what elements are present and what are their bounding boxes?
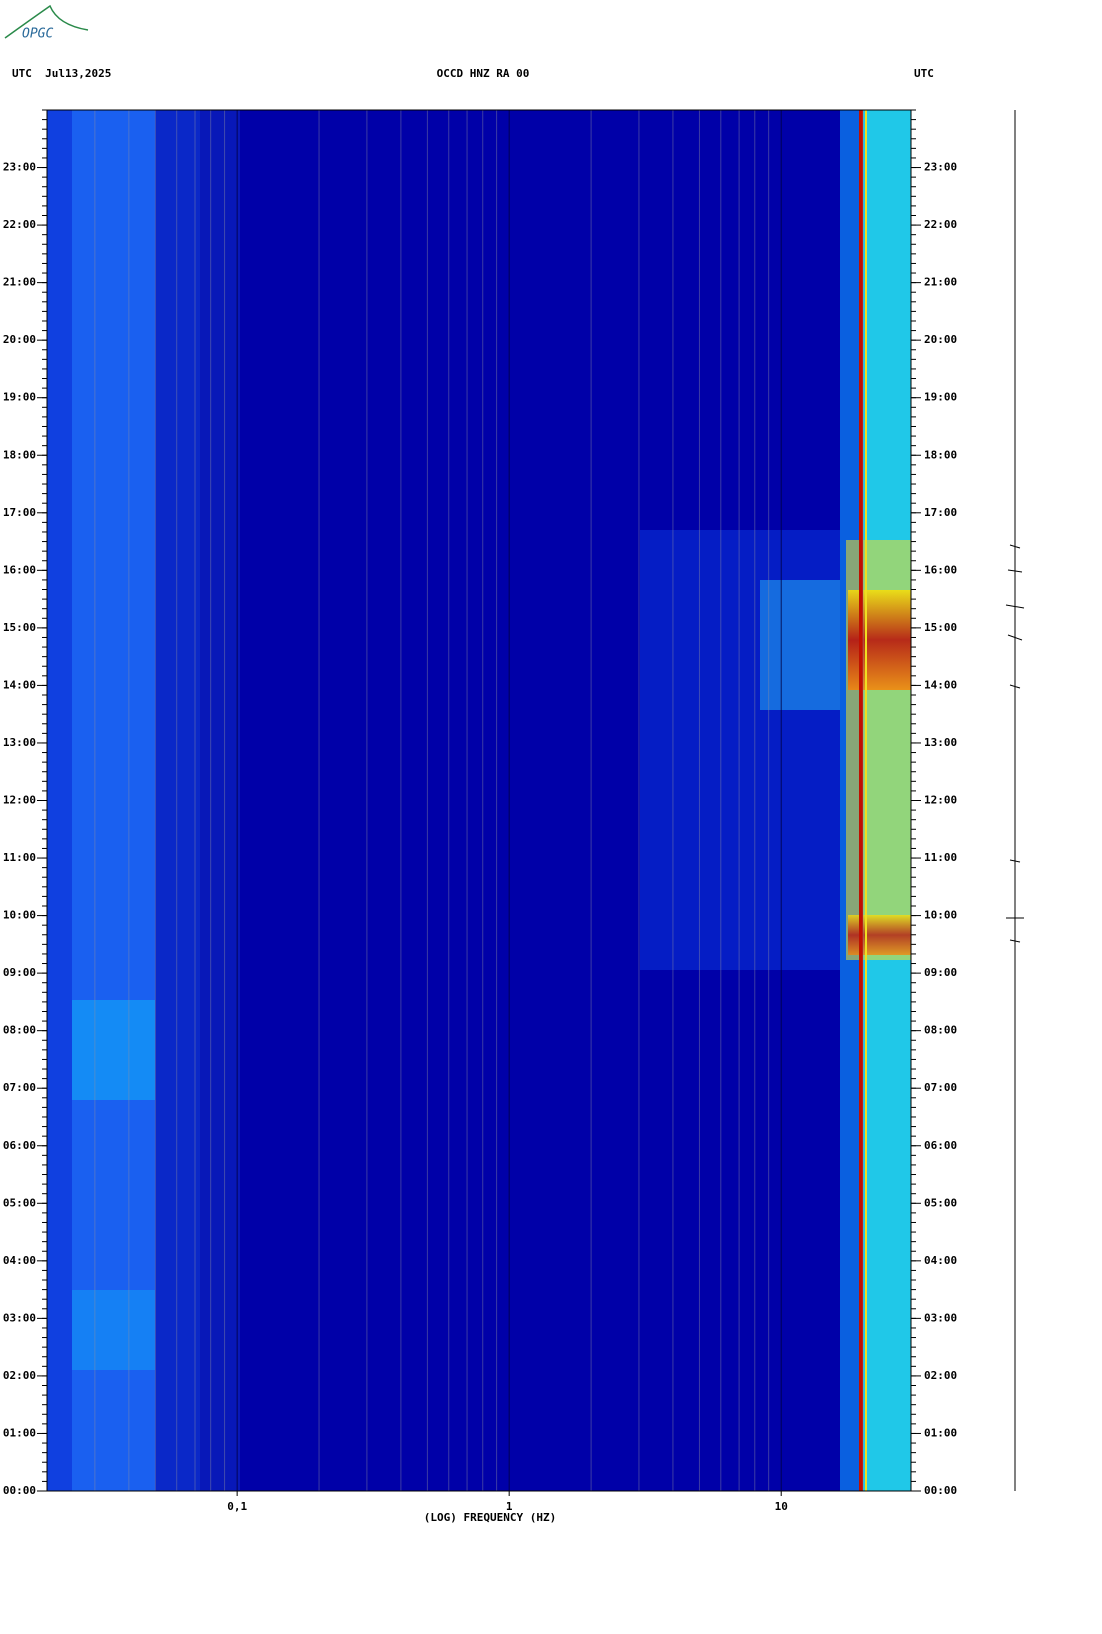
y-tick-label: 13:00 [924,736,957,749]
x-tick-label: 10 [775,1500,788,1513]
y-tick-label: 17:00 [3,506,36,519]
y-tick-label: 00:00 [3,1484,36,1497]
y-tick-label: 07:00 [3,1081,36,1094]
y-tick-label: 09:00 [3,966,36,979]
header-right: UTC [914,67,934,80]
y-tick-label: 08:00 [3,1024,36,1037]
y-tick-label: 05:00 [3,1196,36,1209]
trace [1005,110,1025,1491]
y-tick-label: 07:00 [924,1081,957,1094]
y-tick-label: 14:00 [3,678,36,691]
y-tick-label: 03:00 [924,1311,957,1324]
y-tick-label: 21:00 [924,276,957,289]
x-axis-label: (LOG) FREQUENCY (HZ) [424,1511,556,1524]
spectrogram-image [47,110,911,1491]
y-tick-label: 04:00 [924,1254,957,1267]
y-tick-label: 03:00 [3,1311,36,1324]
y-tick-label: 19:00 [924,391,957,404]
y-tick-label: 19:00 [3,391,36,404]
y-tick-label: 10:00 [924,909,957,922]
y-tick-label: 00:00 [924,1484,957,1497]
y-tick-label: 16:00 [924,563,957,576]
y-tick-label: 18:00 [3,448,36,461]
x-tick-label: 0,1 [227,1500,247,1513]
y-tick-label: 10:00 [3,909,36,922]
y-tick-label: 17:00 [924,506,957,519]
y-tick-label: 23:00 [3,161,36,174]
y-tick-label: 06:00 [924,1139,957,1152]
chart-title: OCCD HNZ RA 00 [437,67,530,80]
y-tick-label: 11:00 [3,851,36,864]
y-tick-label: 09:00 [924,966,957,979]
y-tick-label: 02:00 [924,1369,957,1382]
y-tick-label: 16:00 [3,563,36,576]
y-tick-label: 01:00 [3,1426,36,1439]
header-left: UTC Jul13,2025 [12,67,111,80]
y-tick-label: 01:00 [924,1426,957,1439]
y-tick-label: 18:00 [924,448,957,461]
y-tick-label: 23:00 [924,161,957,174]
x-tick-label: 1 [506,1500,513,1513]
y-tick-label: 12:00 [3,794,36,807]
logo: OPGC [4,4,89,42]
y-tick-label: 15:00 [924,621,957,634]
y-tick-label: 04:00 [3,1254,36,1267]
y-tick-label: 12:00 [924,794,957,807]
y-tick-label: 20:00 [924,333,957,346]
logo-text: OPGC [22,27,53,42]
y-tick-label: 13:00 [3,736,36,749]
y-tick-label: 15:00 [3,621,36,634]
y-tick-label: 08:00 [924,1024,957,1037]
y-tick-label: 22:00 [3,218,36,231]
y-tick-label: 06:00 [3,1139,36,1152]
y-tick-label: 21:00 [3,276,36,289]
y-tick-label: 20:00 [3,333,36,346]
y-tick-label: 02:00 [3,1369,36,1382]
y-tick-label: 22:00 [924,218,957,231]
y-tick-label: 11:00 [924,851,957,864]
y-tick-label: 05:00 [924,1196,957,1209]
y-tick-label: 14:00 [924,678,957,691]
